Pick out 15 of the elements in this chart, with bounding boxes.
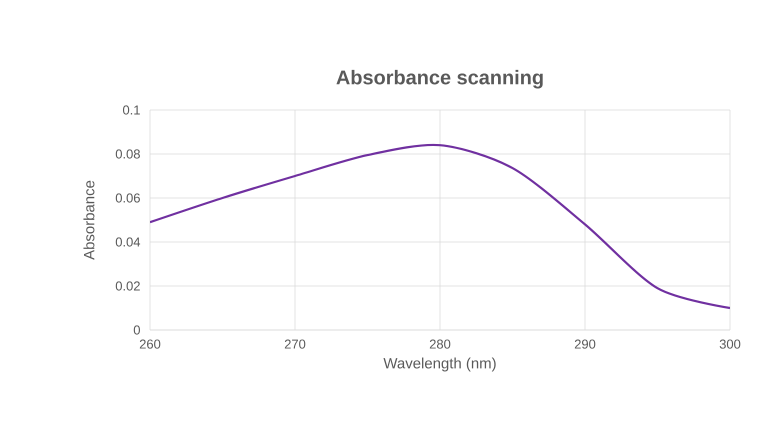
- x-tick-label: 280: [430, 340, 450, 349]
- chart-title: Absorbance scanning: [336, 70, 543, 88]
- x-tick-label: 270: [284, 340, 306, 349]
- line-series: [150, 144, 730, 310]
- x-tick-label: 260: [140, 340, 160, 349]
- x-tick-label: 290: [574, 340, 596, 349]
- y-tick-label: 0.04: [116, 237, 140, 247]
- y-tick-label: 0.06: [116, 193, 140, 203]
- y-tick-label: 0.08: [116, 149, 140, 159]
- y-tick-label: 0: [134, 325, 140, 335]
- y-tick-label: 0.02: [116, 281, 140, 291]
- y-tick-label: 0.1: [122, 105, 140, 115]
- y-axis-title: Absorbance: [83, 180, 94, 260]
- x-axis-title: Wavelength (nm): [383, 358, 496, 372]
- x-tick-label: 300: [720, 340, 740, 349]
